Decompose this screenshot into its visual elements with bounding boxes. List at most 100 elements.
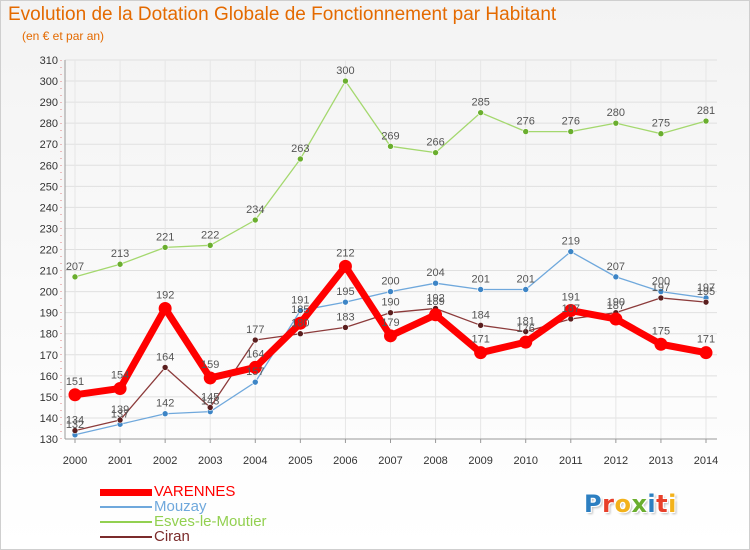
data-label: 176 [517,323,535,335]
data-label: 181 [517,316,535,328]
data-point [609,312,623,326]
data-label: 204 [426,267,444,279]
data-point [251,216,259,224]
data-label: 159 [201,359,219,371]
data-label: 157 [246,366,264,378]
legend-label: Mouzay [154,498,207,515]
data-label: 142 [156,398,174,410]
y-tick-label: 150 [40,392,58,404]
data-label: 189 [426,296,444,308]
data-point [203,371,217,385]
chart-subtitle: (en € et par an) [22,29,105,43]
data-point [657,130,665,137]
data-point [293,316,307,330]
data-label: 179 [381,317,399,329]
data-label: 201 [471,274,489,286]
y-tick-label: 290 [40,97,58,109]
data-point [384,329,397,343]
data-point [654,337,668,351]
data-point [71,273,79,281]
data-point [71,427,79,434]
data-label: 269 [381,130,399,142]
data-point [567,128,575,135]
data-label: 164 [156,351,174,363]
data-label: 183 [336,311,354,323]
x-tick-label: 2009 [468,455,492,467]
data-point [657,288,665,295]
data-label: 197 [697,282,715,294]
data-label: 190 [607,297,625,309]
data-point [702,298,710,306]
legend-swatch [100,521,152,523]
data-point [342,298,349,306]
data-label: 145 [201,391,219,403]
data-label: 134 [66,415,84,427]
y-tick-label: 140 [40,413,58,425]
data-point [522,128,530,135]
data-label: 276 [517,116,535,128]
data-label: 212 [336,247,354,259]
data-label: 207 [607,261,625,273]
x-tick-label: 2004 [243,455,267,467]
y-tick-label: 220 [40,245,58,257]
y-tick-label: 260 [40,160,58,172]
data-label: 132 [66,419,84,431]
data-point [342,77,349,85]
data-label: 266 [426,137,444,149]
x-tick-label: 2013 [649,455,673,467]
data-label: 276 [562,116,580,128]
data-label: 219 [562,236,580,248]
x-tick-label: 2005 [288,455,312,467]
legend-swatch [100,488,152,496]
data-label: 177 [246,324,264,336]
data-point [116,260,124,268]
data-point [519,335,533,349]
data-label: 222 [201,229,219,241]
data-label: 280 [607,107,625,119]
data-point [297,330,304,338]
data-label: 192 [426,292,444,304]
data-point [612,119,620,127]
data-label: 200 [652,276,670,288]
data-label: 171 [471,334,489,346]
data-label: 281 [697,105,715,117]
y-tick-label: 130 [40,434,58,446]
data-point [206,404,214,411]
x-tick-label: 2007 [378,455,402,467]
data-point [474,346,488,360]
data-label: 213 [111,248,129,260]
data-point [477,109,484,116]
y-tick-label: 280 [40,118,58,130]
data-label: 195 [336,286,354,298]
data-label: 137 [111,408,129,420]
data-label: 154 [111,369,129,381]
data-label: 285 [471,97,489,109]
data-point [657,294,665,302]
x-tick-label: 2006 [333,455,357,467]
data-point [699,346,713,360]
axes: 130 140 150 160 170 180 190 200 210 220 230 240 250 2… [40,55,719,467]
data-label: 192 [156,289,174,301]
data-label: 263 [291,143,309,155]
x-tick-label: 2001 [108,455,132,467]
data-point [248,360,262,374]
y-tick-label: 240 [40,202,58,214]
data-point [68,388,82,402]
data-point [567,248,575,255]
data-label: 139 [111,404,129,416]
data-label: 234 [246,204,264,216]
legend-label: Ciran [154,528,190,545]
data-label: 191 [291,295,309,307]
legend-label: VARENNES [154,483,236,500]
data-point [429,308,443,322]
data-label: 207 [66,261,84,273]
data-label: 184 [471,309,489,321]
data-label: 175 [652,325,670,337]
data-point [564,304,578,318]
data-label: 300 [336,65,354,77]
data-label: 185 [291,304,309,316]
chart-title: Evolution de la Dotation Globale de Fonc… [8,4,557,25]
y-tick-label: 160 [40,371,58,383]
y-tick-label: 310 [40,55,58,67]
